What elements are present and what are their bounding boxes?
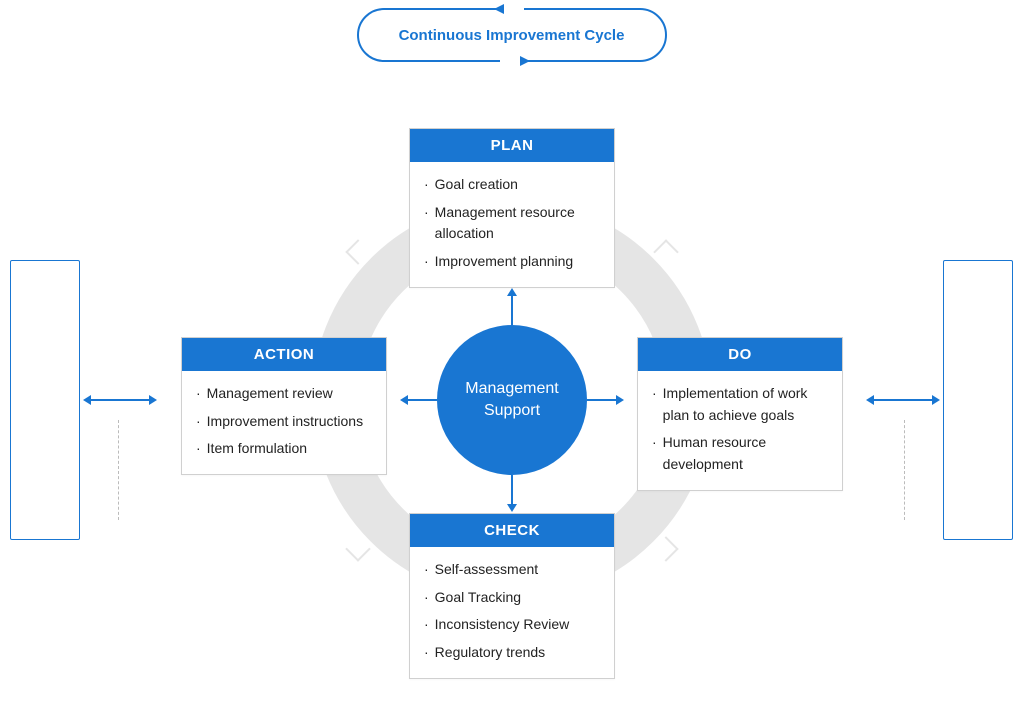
arrow-down-icon — [511, 475, 513, 505]
list-item: Goal Tracking — [424, 587, 604, 609]
list-item: Improvement planning — [424, 251, 604, 273]
plan-header: PLAN — [410, 129, 614, 162]
action-body: Management review Improvement instructio… — [182, 371, 386, 474]
check-box: CHECK Self-assessment Goal Tracking Inco… — [409, 513, 615, 679]
center-circle: Management Support — [437, 325, 587, 475]
ring-notch-icon — [345, 536, 370, 561]
arrow-right-icon — [587, 399, 617, 401]
plan-box: PLAN Goal creation Management resource a… — [409, 128, 615, 288]
do-body: Implementation of work plan to achieve g… — [638, 371, 842, 490]
dashed-divider-right — [904, 420, 905, 520]
arrow-left-icon — [407, 399, 437, 401]
cycle-pill: Continuous Improvement Cycle — [357, 8, 667, 62]
list-item: Human resource development — [652, 432, 832, 475]
check-body: Self-assessment Goal Tracking Inconsiste… — [410, 547, 614, 678]
list-item: Management resource allocation — [424, 202, 604, 245]
bi-arrow-right-icon — [873, 399, 933, 401]
list-item: Regulatory trends — [424, 642, 604, 664]
plan-body: Goal creation Management resource alloca… — [410, 162, 614, 287]
side-box-left — [10, 260, 80, 540]
list-item: Improvement instructions — [196, 411, 376, 433]
pill-arrow-right-icon — [520, 56, 530, 66]
list-item: Inconsistency Review — [424, 614, 604, 636]
list-item: Self-assessment — [424, 559, 604, 581]
side-box-right — [943, 260, 1013, 540]
center-label: Management Support — [465, 378, 558, 421]
diagram-stage: Continuous Improvement Cycle Management … — [0, 0, 1023, 705]
dashed-divider-left — [118, 420, 119, 520]
bi-arrow-left-icon — [90, 399, 150, 401]
pill-arrow-left-icon — [494, 4, 504, 14]
do-box: DO Implementation of work plan to achiev… — [637, 337, 843, 491]
action-box: ACTION Management review Improvement ins… — [181, 337, 387, 475]
list-item: Goal creation — [424, 174, 604, 196]
cycle-pill-label: Continuous Improvement Cycle — [399, 27, 625, 44]
arrow-up-icon — [511, 295, 513, 325]
ring-notch-icon — [653, 239, 678, 264]
do-header: DO — [638, 338, 842, 371]
action-header: ACTION — [182, 338, 386, 371]
list-item: Management review — [196, 383, 376, 405]
list-item: Implementation of work plan to achieve g… — [652, 383, 832, 426]
ring-notch-icon — [653, 536, 678, 561]
list-item: Item formulation — [196, 438, 376, 460]
check-header: CHECK — [410, 514, 614, 547]
